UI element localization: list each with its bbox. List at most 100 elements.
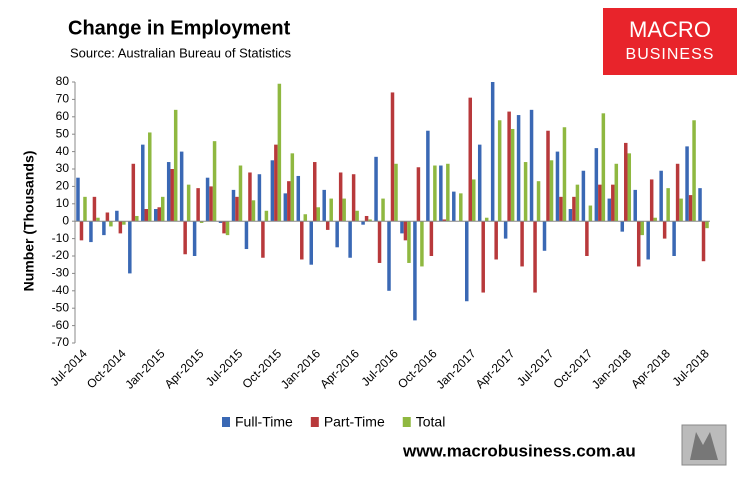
bar: [153, 209, 158, 222]
bar: [364, 215, 369, 222]
bar: [76, 177, 80, 222]
bar: [533, 221, 537, 293]
bar: [83, 196, 87, 222]
bar: [325, 221, 330, 230]
bar: [585, 221, 589, 256]
bar: [413, 221, 417, 321]
bar: [296, 175, 301, 222]
bar: [290, 153, 295, 222]
bar: [439, 165, 443, 222]
bar: [688, 195, 693, 222]
bar: [251, 200, 256, 222]
chart-title: Change in Employment: [68, 17, 291, 39]
y-tick-label: 80: [56, 74, 70, 88]
x-tick-label: Jan-2017: [433, 346, 479, 392]
bar: [659, 170, 663, 222]
bar: [131, 163, 136, 222]
bar: [377, 221, 382, 263]
bar: [497, 120, 502, 222]
bar: [381, 198, 385, 222]
bar: [300, 221, 304, 260]
bar: [270, 160, 275, 222]
bar: [636, 221, 641, 267]
bar: [416, 167, 421, 222]
y-axis-label: Number (Thousands): [21, 151, 37, 292]
bar: [607, 198, 612, 222]
y-tick-label: -70: [52, 335, 70, 349]
bar: [510, 128, 515, 222]
bar: [407, 221, 411, 263]
bar: [459, 193, 463, 222]
x-tick-label: Apr-2017: [473, 346, 518, 391]
bar: [484, 217, 489, 222]
bar: [549, 160, 554, 222]
legend-label: Total: [416, 414, 446, 430]
bar: [653, 217, 657, 222]
logo-text: BUSINESS: [626, 46, 715, 63]
bar: [322, 189, 326, 222]
y-tick-label: -60: [52, 318, 70, 332]
x-tick-label: Jan-2016: [278, 346, 324, 392]
bar: [257, 174, 262, 222]
bar: [157, 207, 161, 222]
bar: [231, 189, 236, 222]
bar: [640, 221, 644, 236]
bar: [264, 210, 269, 222]
bar: [148, 132, 152, 222]
bar: [387, 221, 391, 291]
bar: [490, 82, 495, 222]
bar: [507, 111, 511, 222]
y-tick-label: 0: [62, 213, 69, 227]
bar: [698, 188, 702, 222]
bar: [666, 188, 670, 222]
logo-text: MACRO: [629, 17, 711, 42]
bar: [160, 196, 165, 222]
bar: [446, 163, 450, 222]
bar: [559, 196, 563, 222]
bar: [274, 144, 278, 222]
bar: [675, 163, 680, 222]
bar: [205, 177, 210, 222]
y-tick-label: 60: [56, 109, 70, 123]
bar: [601, 113, 606, 222]
bar: [144, 209, 149, 222]
bar: [179, 151, 184, 222]
bar: [102, 221, 106, 236]
bar: [368, 219, 372, 222]
bar: [433, 165, 437, 222]
bar: [209, 186, 213, 222]
bar: [649, 179, 654, 222]
bar: [705, 221, 709, 229]
x-tick-label: Jul-2018: [669, 346, 712, 389]
bar: [611, 184, 615, 222]
bar: [494, 221, 498, 260]
bar: [248, 172, 252, 222]
bar: [400, 221, 404, 234]
chart-subtitle: Source: Australian Bureau of Statistics: [70, 45, 292, 60]
bar: [472, 179, 476, 222]
x-tick-label: Oct-2016: [395, 346, 440, 391]
y-tick-label: 50: [56, 126, 70, 140]
bar: [503, 221, 508, 239]
bar: [186, 184, 191, 222]
bar: [335, 221, 339, 248]
y-tick-label: 70: [56, 92, 70, 106]
bar: [523, 162, 528, 222]
bar: [316, 207, 320, 222]
footer-url: www.macrobusiness.com.au: [402, 441, 636, 460]
bar: [374, 156, 378, 222]
bar: [118, 221, 123, 234]
bar: [542, 221, 547, 251]
bar: [218, 221, 223, 223]
bar: [222, 221, 226, 234]
bar: [329, 198, 333, 222]
bar: [452, 191, 456, 222]
bar: [303, 214, 308, 222]
bar: [109, 221, 113, 227]
y-tick-label: -20: [52, 248, 70, 262]
legend-swatch: [402, 417, 411, 427]
bar: [614, 163, 619, 222]
bar: [516, 115, 521, 222]
bar: [128, 221, 132, 274]
